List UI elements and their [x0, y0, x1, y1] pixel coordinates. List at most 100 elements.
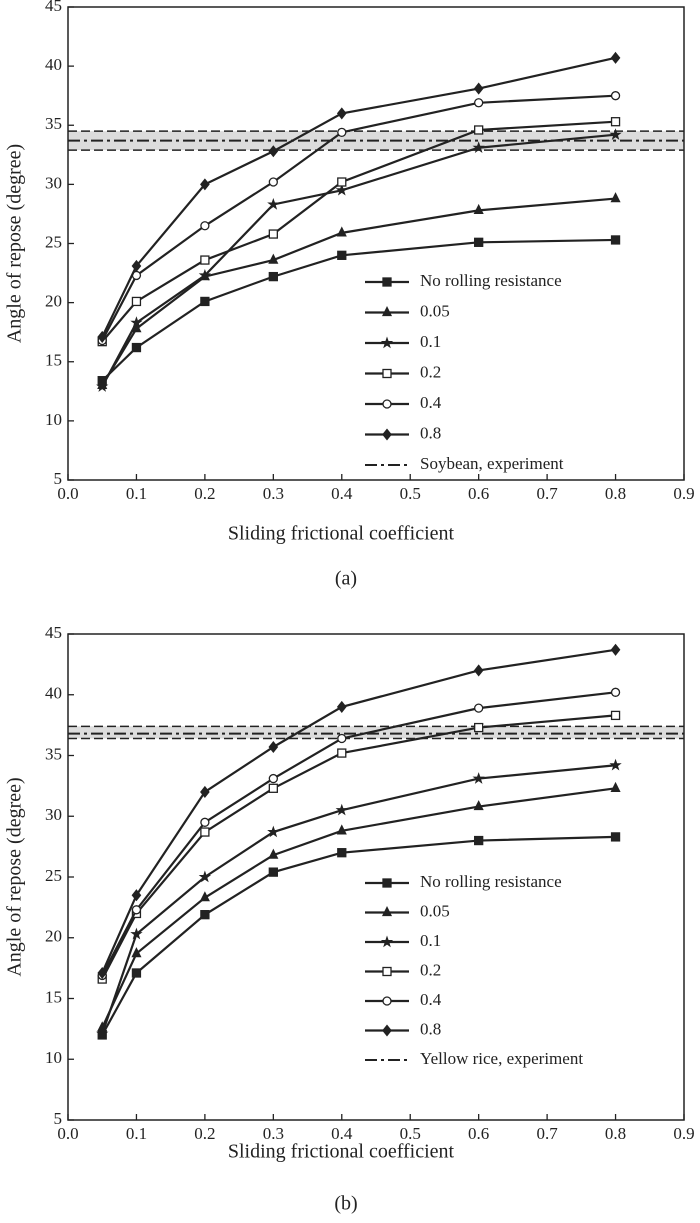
series-line	[101, 238, 616, 382]
x-tick-label: 0.5	[400, 484, 421, 503]
marker	[337, 127, 347, 137]
marker	[268, 253, 279, 264]
marker	[609, 128, 622, 140]
x-tick-label: 0.6	[468, 1124, 489, 1143]
marker	[131, 968, 142, 978]
marker	[200, 910, 210, 920]
legend-label: 0.4	[420, 393, 442, 412]
marker	[335, 803, 348, 816]
x-tick-label: 0.1	[126, 1124, 147, 1143]
y-tick-label: 20	[45, 292, 62, 311]
marker	[200, 785, 210, 798]
marker	[610, 51, 621, 64]
marker	[268, 145, 279, 158]
legend-marker	[382, 368, 392, 379]
y-tick-label: 40	[45, 55, 62, 74]
x-tick-label: 0.8	[605, 1124, 626, 1143]
y-tick-label: 5	[54, 469, 63, 488]
legend-label: 0.2	[420, 362, 441, 381]
series-line	[101, 120, 616, 343]
legend-marker	[382, 878, 392, 888]
x-tick-label: 0.4	[331, 1124, 353, 1143]
marker	[268, 848, 279, 859]
marker	[131, 296, 142, 307]
marker	[267, 825, 280, 838]
marker	[200, 827, 210, 837]
series-line	[101, 764, 616, 1035]
marker	[268, 783, 278, 793]
legend-label: 0.8	[420, 1019, 441, 1038]
series-line	[101, 648, 616, 974]
y-tick-label: 45	[45, 0, 62, 15]
y-axis-label: Angle of repose (degree)	[4, 777, 26, 976]
x-tick-label: 0.1	[126, 484, 147, 503]
marker	[131, 889, 142, 902]
marker	[610, 710, 621, 721]
y-tick-label: 10	[45, 410, 62, 429]
series-line	[101, 714, 616, 980]
marker	[268, 867, 278, 877]
marker	[200, 817, 210, 827]
marker	[473, 800, 484, 811]
legend-label: 0.2	[420, 960, 441, 979]
marker	[200, 178, 210, 191]
series-line	[101, 787, 616, 1029]
y-tick-label: 40	[45, 684, 62, 703]
reference-band	[68, 726, 684, 739]
marker	[199, 891, 210, 902]
y-tick-label: 35	[45, 744, 62, 763]
legend-marker	[382, 1024, 392, 1037]
y-tick-label: 30	[45, 805, 62, 824]
y-tick-label: 35	[45, 114, 62, 133]
y-tick-label: 30	[45, 173, 62, 192]
legend-label: Yellow rice, experiment	[420, 1049, 583, 1068]
marker	[337, 748, 347, 758]
x-tick-label: 0.9	[673, 484, 694, 503]
marker	[474, 125, 484, 135]
x-axis-label: Sliding frictional coefficient	[228, 1141, 455, 1163]
marker	[474, 703, 484, 713]
marker	[130, 927, 143, 940]
marker	[96, 1027, 109, 1039]
legend-label: Soybean, experiment	[420, 454, 564, 473]
marker	[268, 229, 278, 239]
y-tick-label: 20	[45, 927, 62, 946]
legend-marker	[382, 428, 392, 441]
marker	[131, 259, 142, 273]
x-tick-label: 0.0	[57, 484, 78, 503]
legend-label: 0.1	[420, 332, 441, 351]
marker	[268, 177, 278, 187]
x-tick-label: 0.5	[400, 1124, 421, 1143]
marker	[97, 330, 108, 343]
marker	[268, 271, 278, 282]
marker	[267, 197, 280, 210]
marker	[131, 342, 142, 353]
x-axis-label: Sliding frictional coefficient	[228, 523, 455, 545]
marker	[268, 740, 279, 754]
marker	[131, 947, 142, 958]
legend-label: 0.8	[420, 423, 441, 442]
marker	[474, 722, 484, 733]
x-tick-label: 0.2	[194, 484, 215, 503]
legend-label: 0.1	[420, 931, 441, 950]
marker	[335, 183, 348, 196]
y-tick-label: 5	[54, 1109, 63, 1128]
legend-marker	[380, 935, 394, 948]
legend-marker	[382, 966, 392, 977]
x-tick-label: 0.4	[331, 484, 353, 503]
y-tick-label: 45	[45, 623, 62, 642]
y-tick-label: 15	[45, 351, 62, 370]
marker	[337, 177, 347, 187]
legend-marker	[382, 996, 392, 1006]
marker	[472, 141, 485, 153]
marker	[474, 237, 484, 247]
marker	[610, 687, 621, 697]
legend-label: No rolling resistance	[420, 872, 562, 891]
plot-frame	[67, 6, 685, 481]
marker	[97, 966, 108, 980]
plot-frame	[67, 633, 685, 1121]
marker	[610, 91, 621, 101]
marker	[609, 758, 622, 771]
series-line	[101, 133, 616, 388]
